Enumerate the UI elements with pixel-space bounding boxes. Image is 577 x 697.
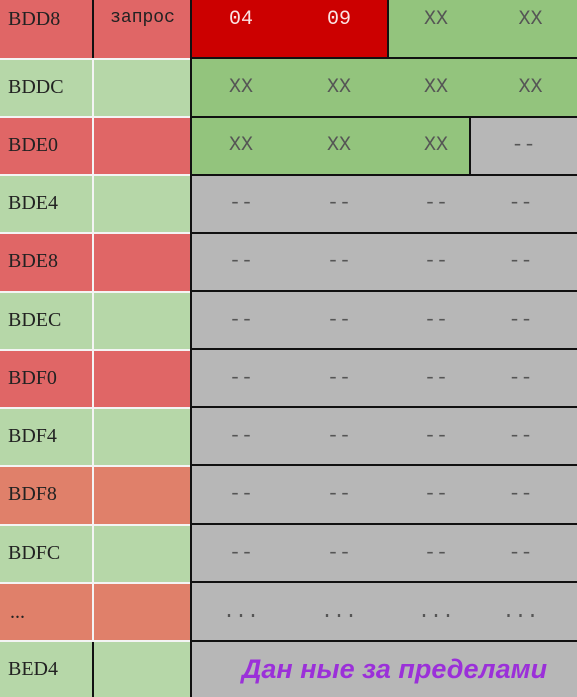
byte-cell: -- — [484, 407, 577, 465]
byte-cell: -- — [484, 349, 577, 407]
byte-cell: -- — [388, 407, 484, 465]
address-cell: BDEC — [0, 291, 93, 349]
byte-cell: -- — [192, 232, 290, 291]
row-separator — [190, 523, 577, 525]
byte-cell: ... — [290, 582, 388, 642]
address-cell: BDE0 — [0, 116, 93, 174]
byte-cell: -- — [388, 174, 484, 232]
row-separator — [0, 582, 192, 584]
row-separator — [0, 116, 192, 118]
byte-cell: -- — [290, 174, 388, 232]
column-separator — [92, 58, 94, 642]
address-cell: BDD8 — [0, 0, 93, 58]
byte-cell: -- — [290, 524, 388, 582]
address-cell: BDF8 — [0, 465, 93, 524]
byte-cell: -- — [290, 291, 388, 349]
byte-cell: -- — [484, 291, 577, 349]
request-cell — [93, 349, 192, 407]
byte-cell: XX — [484, 0, 577, 58]
address-cell: BDF4 — [0, 407, 93, 465]
address-cell: BDFC — [0, 524, 93, 582]
row-separator — [0, 465, 192, 467]
address-cell: BDDC — [0, 58, 93, 116]
byte-cell: -- — [290, 232, 388, 291]
byte-cell: -- — [470, 116, 577, 174]
row-separator — [190, 116, 577, 118]
address-cell: BED4 — [0, 642, 93, 697]
row-separator — [190, 57, 577, 59]
address-cell: BDE4 — [0, 174, 93, 232]
byte-cell: XX — [388, 0, 484, 58]
row-separator — [190, 406, 577, 408]
byte-cell: -- — [192, 465, 290, 524]
byte-cell: -- — [290, 349, 388, 407]
row-separator — [0, 58, 192, 60]
column-separator — [92, 0, 94, 58]
byte-cell: -- — [388, 232, 484, 291]
request-cell — [93, 291, 192, 349]
row-separator — [190, 348, 577, 350]
byte-cell: -- — [484, 465, 577, 524]
request-cell — [93, 407, 192, 465]
row-separator — [190, 581, 577, 583]
byte-cell: -- — [388, 349, 484, 407]
byte-cell: -- — [192, 174, 290, 232]
byte-cell: -- — [484, 174, 577, 232]
byte-cell: XX — [388, 116, 470, 174]
row-separator — [0, 524, 192, 526]
row-separator — [190, 464, 577, 466]
byte-cell: XX — [484, 58, 577, 116]
request-cell — [93, 116, 192, 174]
byte-cell: ... — [484, 582, 577, 642]
request-cell — [93, 582, 192, 642]
byte-cell: XX — [192, 58, 290, 116]
row-separator — [0, 640, 192, 642]
byte-cell: -- — [388, 524, 484, 582]
byte-cell: -- — [192, 407, 290, 465]
outside-range-note: Дан ные за пределами — [241, 654, 548, 684]
row-separator — [0, 232, 192, 234]
address-cell: ... — [0, 582, 93, 642]
request-label: запрос — [93, 0, 192, 58]
byte-cell: XX — [192, 116, 290, 174]
request-cell — [93, 232, 192, 291]
byte-cell: -- — [290, 407, 388, 465]
byte-cell: -- — [484, 232, 577, 291]
row-separator — [0, 349, 192, 351]
column-separator — [92, 642, 94, 697]
column-separator — [469, 116, 471, 174]
request-cell — [93, 58, 192, 116]
byte-cell: ... — [388, 582, 484, 642]
row-separator — [190, 290, 577, 292]
row-separator — [0, 407, 192, 409]
request-cell — [93, 642, 192, 697]
request-cell — [93, 524, 192, 582]
byte-cell: 04 — [192, 0, 290, 58]
row-separator — [190, 232, 577, 234]
outside-range-cell — [192, 642, 577, 697]
byte-cell: -- — [290, 465, 388, 524]
row-separator — [0, 174, 192, 176]
byte-cell: -- — [192, 349, 290, 407]
row-separator — [190, 640, 577, 642]
byte-cell: 09 — [290, 0, 388, 58]
row-separator — [190, 174, 577, 176]
address-cell: BDF0 — [0, 349, 93, 407]
request-cell — [93, 465, 192, 524]
byte-cell: ... — [192, 582, 290, 642]
byte-cell: -- — [388, 465, 484, 524]
column-separator — [387, 0, 389, 58]
byte-cell: -- — [192, 291, 290, 349]
byte-cell: -- — [192, 524, 290, 582]
byte-cell: -- — [388, 291, 484, 349]
byte-cell: XX — [388, 58, 484, 116]
request-cell — [93, 174, 192, 232]
byte-cell: -- — [484, 524, 577, 582]
byte-cell: XX — [290, 58, 388, 116]
byte-cell: XX — [290, 116, 388, 174]
address-cell: BDE8 — [0, 232, 93, 291]
row-separator — [0, 291, 192, 293]
